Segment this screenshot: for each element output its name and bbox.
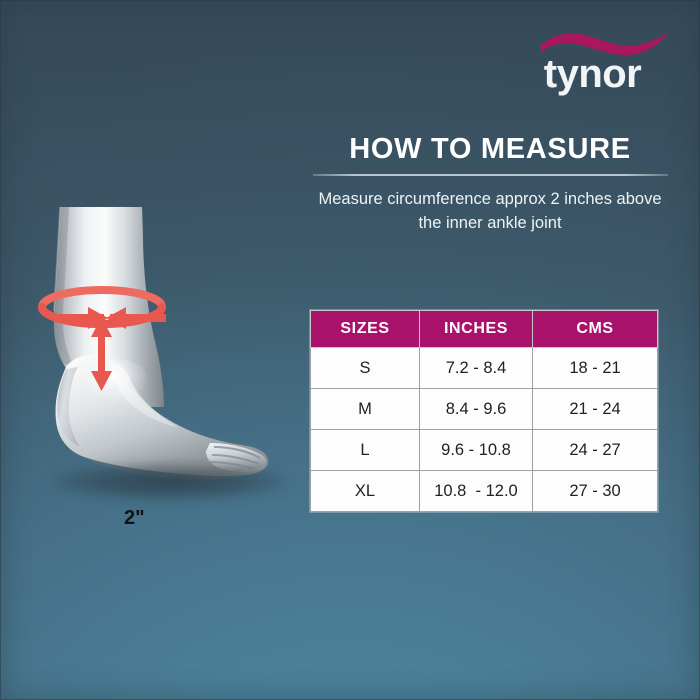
size-chart: SIZES INCHES CMS S 7.2 - 8.4 18 - 21 M 8… (310, 310, 658, 512)
height-arrow-icon (91, 317, 112, 391)
cell-inches: 8.4 - 9.6 (419, 388, 533, 430)
column-header-sizes: SIZES (310, 310, 420, 348)
page-title: HOW TO MEASURE (349, 133, 631, 165)
title-divider (312, 174, 668, 176)
table-row: XL 10.8 - 12.0 27 - 30 (310, 470, 658, 512)
page-subtitle: Measure circumference approx 2 inches ab… (318, 190, 662, 232)
width-arrow-icon (54, 307, 166, 329)
heading-block: HOW TO MEASURE Measure circumference app… (300, 132, 680, 235)
cell-inches: 9.6 - 10.8 (419, 429, 533, 471)
size-chart-table: SIZES INCHES CMS S 7.2 - 8.4 18 - 21 M 8… (310, 310, 658, 512)
table-row: S 7.2 - 8.4 18 - 21 (310, 347, 658, 389)
table-row: L 9.6 - 10.8 24 - 27 (310, 429, 658, 471)
cell-size: XL (310, 470, 420, 512)
cell-size: L (310, 429, 420, 471)
brand-logo: tynor (510, 26, 675, 104)
foot-illustration: 2" (14, 185, 294, 529)
column-header-inches: INCHES (419, 310, 533, 348)
cell-size: M (310, 388, 420, 430)
cell-inches: 10.8 - 12.0 (419, 470, 533, 512)
cell-cms: 21 - 24 (532, 388, 658, 430)
column-header-cms: CMS (532, 310, 658, 348)
logo-swoosh-icon (540, 32, 668, 56)
cell-inches: 7.2 - 8.4 (419, 347, 533, 389)
foot-drop-shadow (50, 463, 288, 501)
measurement-distance-label: 2" (124, 507, 145, 529)
table-header-row: SIZES INCHES CMS (310, 310, 658, 348)
cell-size: S (310, 347, 420, 389)
cell-cms: 24 - 27 (532, 429, 658, 471)
table-row: M 8.4 - 9.6 21 - 24 (310, 388, 658, 430)
logo-wordmark: tynor (543, 52, 642, 96)
cell-cms: 18 - 21 (532, 347, 658, 389)
cell-cms: 27 - 30 (532, 470, 658, 512)
